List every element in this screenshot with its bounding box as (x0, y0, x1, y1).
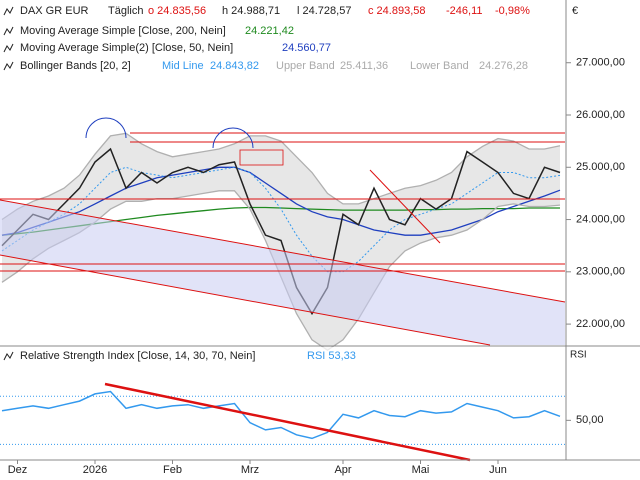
x-tick-label: 2026 (83, 464, 107, 476)
legend-value: 24.276,28 (479, 60, 528, 72)
x-tick-label: Jun (489, 464, 507, 476)
legend-label: Moving Average Simple(2) [Close, 50, Nei… (20, 42, 233, 54)
rsi-trend-line (104, 382, 471, 462)
legend-label: Lower Band (410, 60, 469, 72)
x-tick-label: Mai (412, 464, 430, 476)
y-tick-label: 23.000,00 (576, 266, 625, 278)
legend-label: Bollinger Bands [20, 2] (20, 60, 131, 72)
x-tick-label: Feb (163, 464, 182, 476)
currency: € (572, 5, 578, 17)
rsi-value: RSI 53,33 (307, 350, 356, 362)
y-tick-label: 22.000,00 (576, 318, 625, 330)
legend-label: Upper Band (276, 60, 335, 72)
x-tick-label: Dez (8, 464, 28, 476)
legend-value: 24.221,42 (245, 25, 294, 37)
legend-label: Moving Average Simple [Close, 200, Nein] (20, 25, 226, 37)
rsi-axis-title: RSI (570, 350, 587, 361)
line (1, 166, 561, 236)
icon (3, 26, 14, 36)
trend-line (0, 254, 491, 346)
legend-value: 25.411,36 (340, 60, 388, 72)
marker-box (239, 149, 284, 166)
text-layer: DAX GR EUR Täglich o 24.835,56 h 24.988,… (0, 0, 625, 476)
line (1, 390, 561, 440)
high: h 24.988,71 (222, 5, 280, 17)
x-tick-label: Mrz (241, 464, 259, 476)
instrument: DAX GR EUR (20, 5, 89, 17)
change-pct: -0,98% (495, 5, 530, 17)
change: -246,11 (446, 5, 483, 17)
line (1, 166, 561, 273)
legend-background (0, 347, 380, 365)
legend-label: Mid Line (162, 60, 204, 72)
trend-line (0, 199, 566, 303)
icon (3, 6, 14, 16)
y-tick-label: 27.000,00 (576, 57, 625, 69)
rsi-title: Relative Strength Index [Close, 14, 30, … (20, 350, 255, 362)
drawing-layer (0, 0, 640, 462)
icon (3, 351, 14, 361)
arc (85, 117, 127, 139)
icon (3, 43, 14, 53)
arc (212, 127, 254, 149)
y-tick-label: 26.000,00 (576, 109, 625, 121)
legend-value: 24.843,82 (210, 60, 259, 72)
y-tick-label: 25.000,00 (576, 161, 625, 173)
legend-value: 24.560,77 (282, 42, 331, 54)
x-tick-label: Apr (334, 464, 351, 476)
legend-background (0, 0, 565, 74)
line (1, 147, 561, 316)
trend-channel (0, 200, 565, 345)
icon (3, 61, 14, 71)
close: c 24.893,58 (368, 5, 426, 17)
interval: Täglich (108, 5, 143, 17)
line (1, 132, 561, 221)
open: o 24.835,56 (148, 5, 206, 17)
y-tick-label: 50,00 (576, 414, 604, 426)
y-tick-label: 24.000,00 (576, 213, 625, 225)
trend-line (369, 169, 441, 244)
low: l 24.728,57 (297, 5, 351, 17)
